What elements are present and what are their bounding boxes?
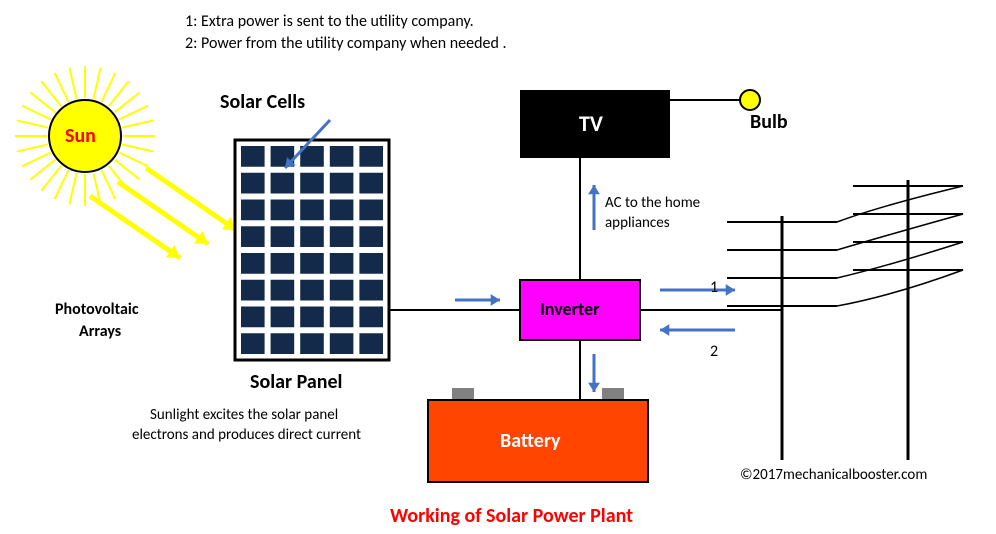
ac-label-2: appliances xyxy=(605,214,670,232)
bulb-label: Bulb xyxy=(750,110,788,134)
arrow-2-label: 2 xyxy=(710,342,718,361)
solar-panel-desc-1: Sunlight excites the solar panel xyxy=(150,406,338,424)
diagram-title: Working of Solar Power Plant xyxy=(390,504,633,528)
solar-cells-label: Solar Cells xyxy=(220,90,305,114)
pv-label-1: Photovoltaic xyxy=(55,300,139,319)
diagram-canvas xyxy=(0,0,996,534)
ac-label-1: AC to the home xyxy=(605,194,700,212)
solar-panel-label: Solar Panel xyxy=(250,370,342,394)
note-line-1: 1: Extra power is sent to the utility co… xyxy=(185,12,474,31)
inverter-label: Inverter xyxy=(540,298,600,320)
pv-label-2: Arrays xyxy=(79,322,121,341)
note-line-2: 2: Power from the utility company when n… xyxy=(185,34,507,53)
arrow-1-label: 1 xyxy=(710,278,718,297)
tv-label: TV xyxy=(579,110,603,137)
copyright-text: ©2017mechanicalbooster.com xyxy=(740,466,927,484)
sun-label: Sun xyxy=(65,124,96,148)
battery-label: Battery xyxy=(500,429,561,453)
solar-panel-desc-2: electrons and produces direct current xyxy=(132,426,361,444)
